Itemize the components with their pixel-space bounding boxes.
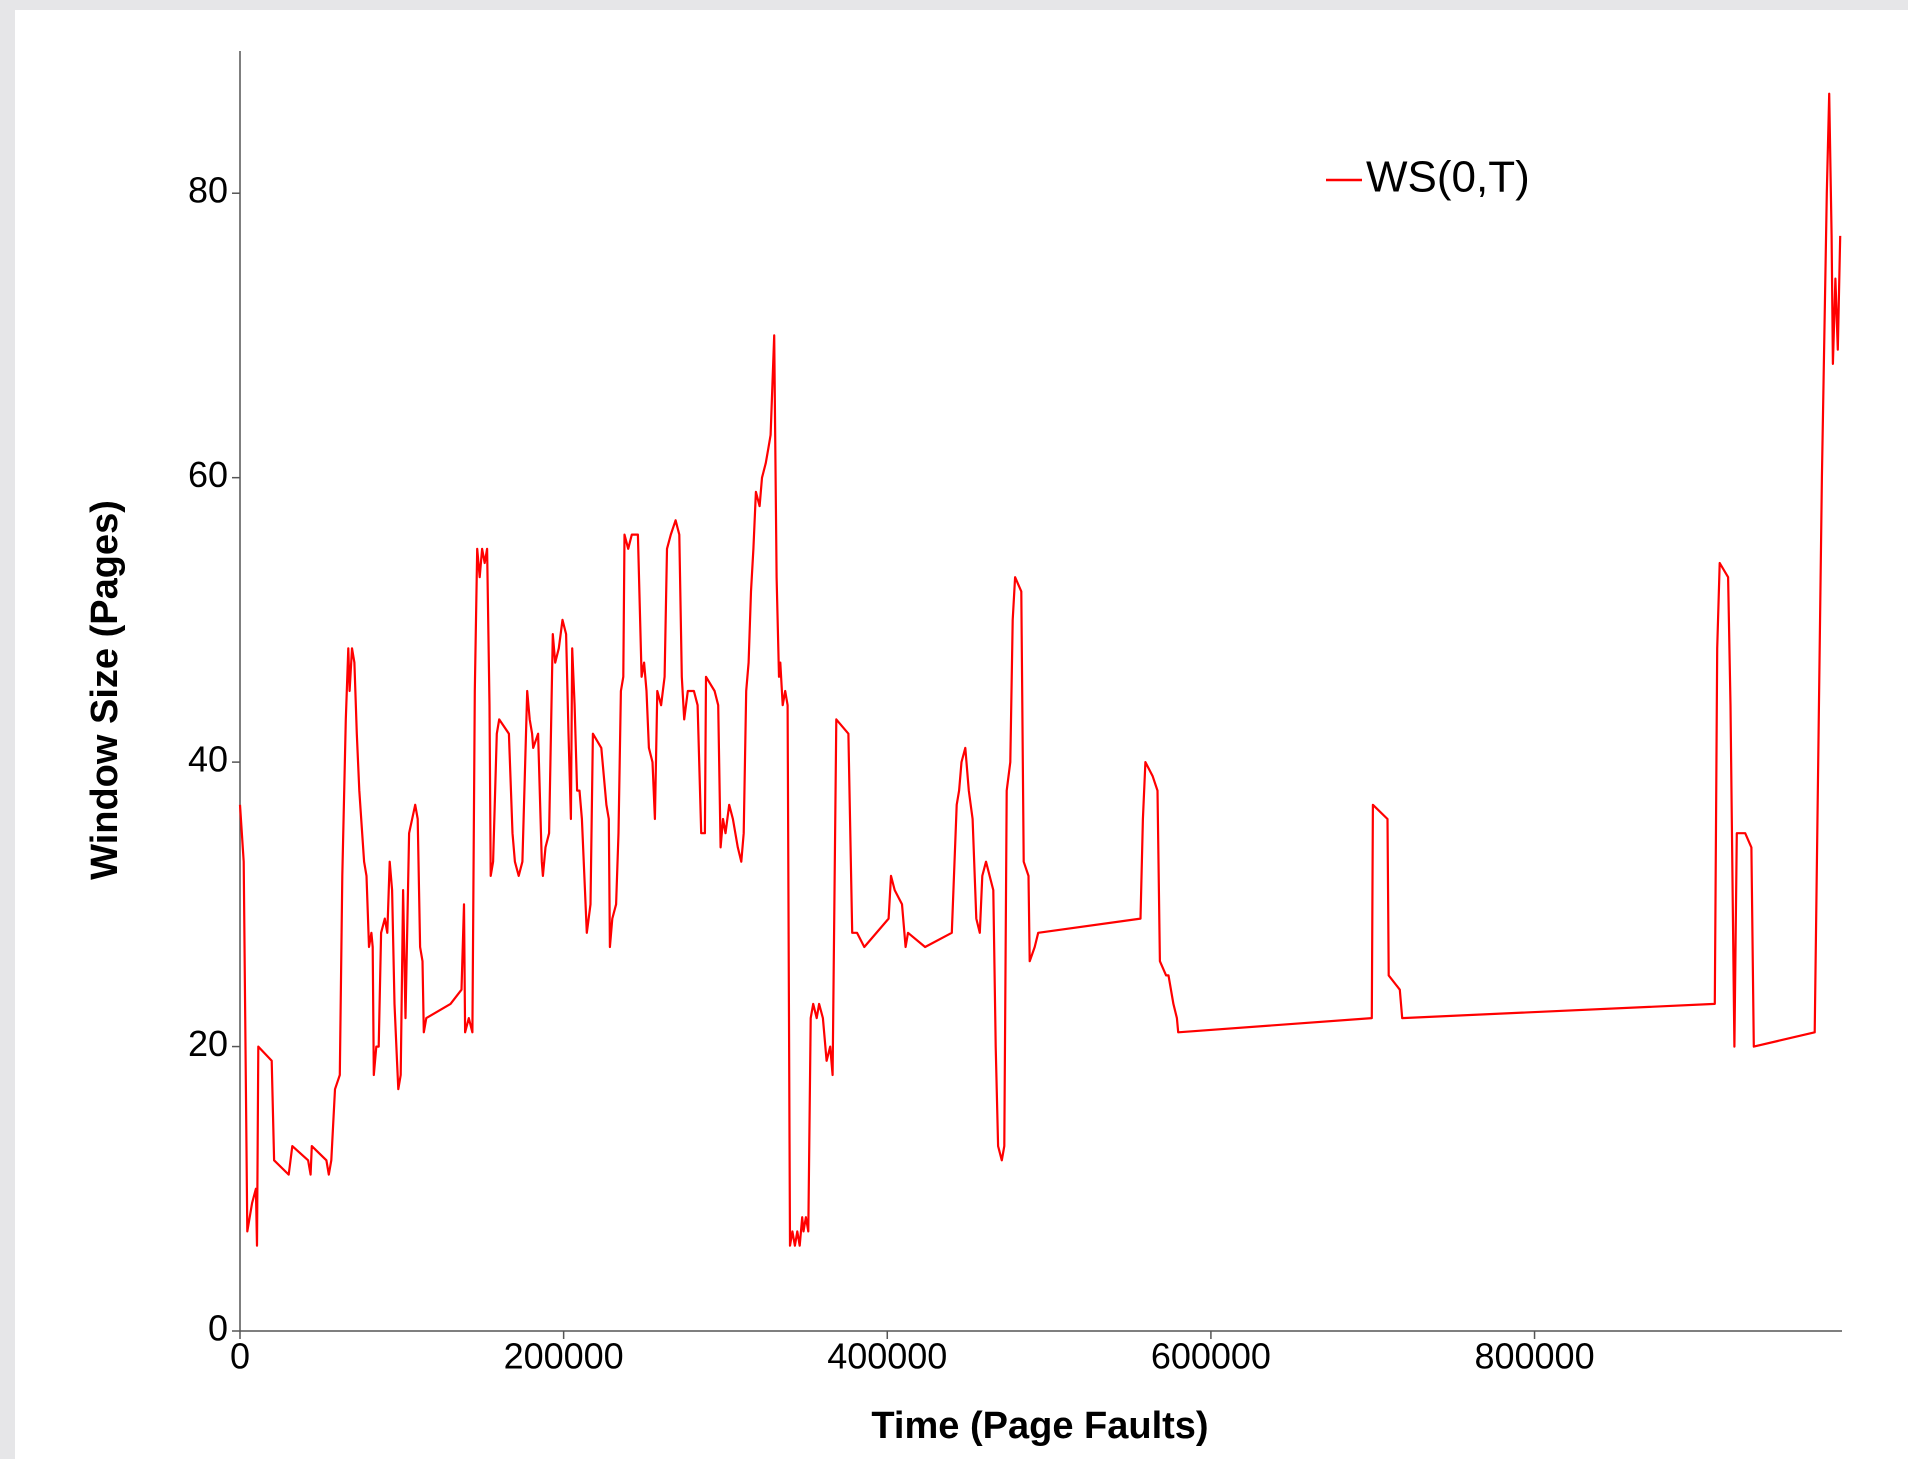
y-axis-title: Window Size (Pages)	[84, 500, 126, 880]
y-tick-label: 40	[188, 739, 228, 780]
y-tick-label: 20	[188, 1023, 228, 1064]
y-tick-label: 0	[208, 1308, 228, 1349]
x-tick-label: 200000	[504, 1336, 624, 1377]
data-line	[238, 92, 1842, 1247]
y-tick-label: 80	[188, 170, 228, 211]
x-tick-label: 400000	[827, 1336, 947, 1377]
legend-label: WS(0,T)	[1366, 153, 1530, 202]
x-tick-label: 0	[230, 1336, 250, 1377]
x-tick-label: 800000	[1474, 1336, 1594, 1377]
x-axis-title: Time (Page Faults)	[871, 1405, 1208, 1447]
x-tick-label: 600000	[1151, 1336, 1271, 1377]
plot-panel	[15, 10, 1908, 1459]
y-tick-label: 60	[188, 454, 228, 495]
